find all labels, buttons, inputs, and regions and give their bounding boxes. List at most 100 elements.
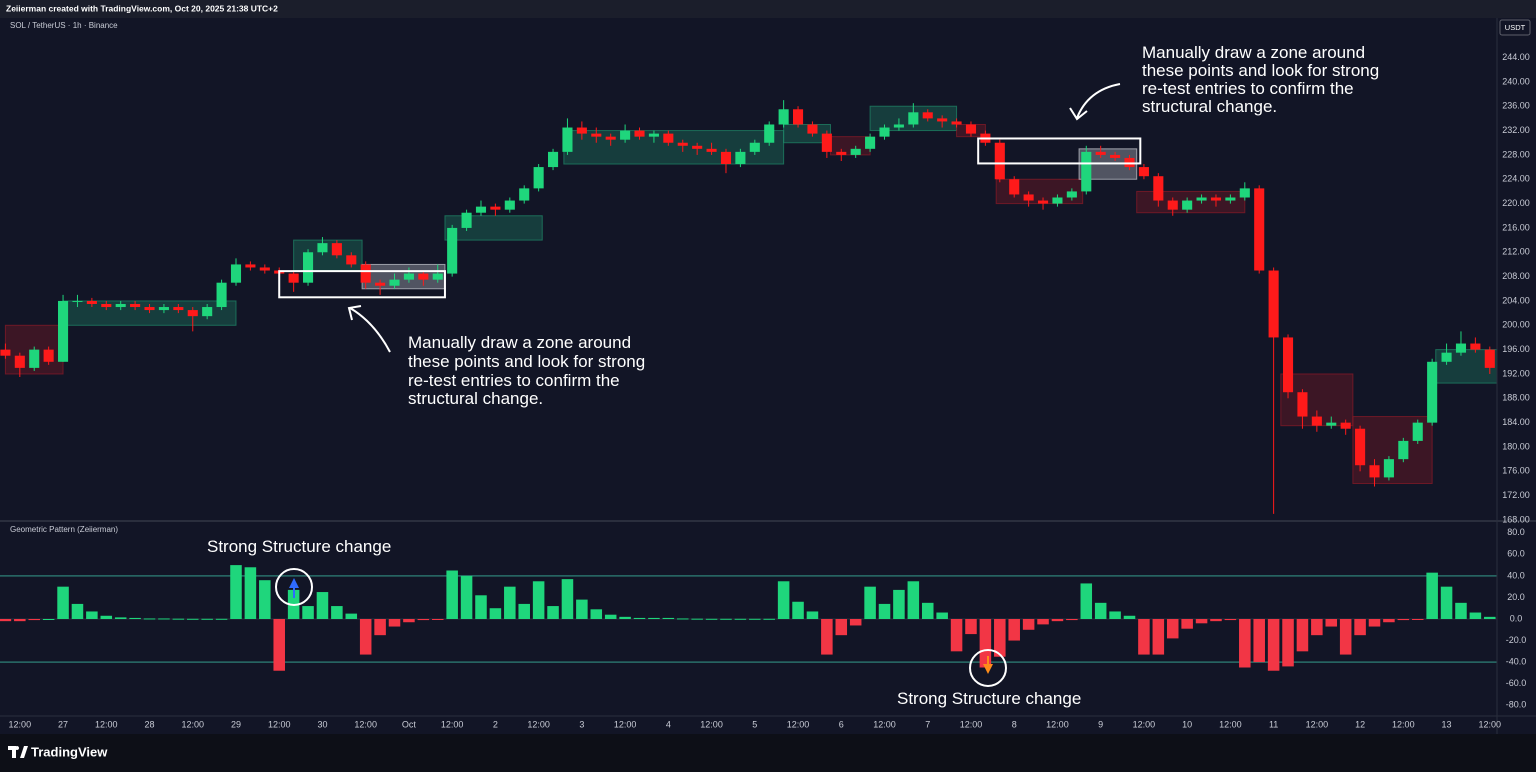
candle-body	[1153, 176, 1164, 201]
down-arrow	[983, 656, 993, 674]
x-tick-label: 12	[1355, 719, 1365, 729]
histogram-bar	[749, 618, 761, 620]
y-tick-label: 60.0	[1507, 549, 1525, 559]
x-tick-label: 3	[579, 719, 584, 729]
candle-body	[562, 127, 573, 152]
candle-body	[317, 243, 328, 253]
histogram-bar	[1383, 619, 1395, 623]
zone	[444, 215, 543, 241]
histogram-bar	[835, 619, 848, 636]
candle-body	[850, 148, 861, 155]
candle-body	[1441, 352, 1452, 362]
candle-body	[1412, 422, 1423, 441]
y-tick-label: -80.0	[1506, 700, 1527, 710]
histogram-bar	[1484, 616, 1496, 619]
candle-body	[547, 151, 559, 168]
histogram-bar	[460, 575, 473, 619]
candle-body	[475, 206, 487, 213]
histogram-bar	[431, 619, 444, 620]
histogram-bar	[979, 619, 992, 668]
candle-body	[331, 243, 342, 256]
histogram-bar	[1008, 619, 1020, 641]
annotation-line: Manually draw a zone around	[408, 333, 631, 352]
candle-body	[692, 145, 703, 149]
candle-body	[634, 130, 645, 137]
histogram-bar	[1166, 619, 1179, 639]
x-tick-label: 12:00	[95, 719, 118, 729]
up-arrow	[289, 578, 299, 598]
candle-body	[778, 109, 789, 125]
x-tick-label: 12:00	[1219, 719, 1242, 729]
y-tick-label: 236.00	[1502, 101, 1530, 111]
candle-body	[951, 121, 962, 125]
footer	[0, 734, 1536, 772]
histogram-bar	[532, 581, 545, 619]
histogram-bar	[864, 586, 876, 619]
histogram-bar	[1267, 619, 1280, 671]
histogram-bar	[316, 592, 329, 619]
y-tick-label: 20.0	[1507, 592, 1525, 602]
candle-body	[490, 206, 501, 210]
candle-body	[720, 151, 732, 165]
histogram-bar	[1282, 619, 1294, 667]
histogram-bar	[230, 565, 242, 619]
candle-body	[792, 109, 804, 125]
histogram-bar	[1051, 619, 1064, 622]
histogram-bar	[1311, 619, 1323, 636]
histogram-bar	[547, 606, 559, 619]
x-tick-label: 12:00	[700, 719, 723, 729]
annotation-line: re-test entries to confirm the	[1142, 79, 1354, 98]
candle-body	[749, 142, 760, 152]
candle-body	[1037, 200, 1049, 204]
histogram-bar	[590, 609, 603, 619]
histogram-bar	[1080, 583, 1093, 619]
candle-body	[1110, 154, 1121, 158]
x-tick-label: 12:00	[873, 719, 896, 729]
candle-body	[72, 300, 83, 302]
histogram-bar	[1109, 611, 1121, 619]
y-tick-label: 196.00	[1502, 344, 1530, 354]
candle-body	[101, 303, 112, 308]
histogram-bar	[893, 589, 905, 619]
y-tick-label: 200.00	[1502, 320, 1530, 330]
y-tick-label: 220.00	[1502, 198, 1530, 208]
histogram-bar	[114, 617, 127, 619]
y-tick-label: 240.00	[1502, 76, 1530, 86]
y-tick-label: 208.00	[1502, 271, 1530, 281]
histogram-bar	[273, 619, 285, 671]
candle-body	[1081, 151, 1092, 192]
y-tick-label: -60.0	[1506, 678, 1527, 688]
candle-body	[1455, 343, 1467, 353]
histogram-bar	[201, 618, 213, 620]
candle-body	[303, 252, 314, 283]
candle-body	[1326, 422, 1337, 426]
candle-body	[1355, 428, 1366, 466]
candle-body	[1138, 167, 1149, 177]
histogram-bar	[1426, 572, 1438, 619]
histogram-bar	[302, 606, 314, 619]
annotation-line: these points and look for strong	[1142, 61, 1379, 80]
candle-body	[1095, 151, 1106, 155]
histogram-bar	[561, 579, 574, 619]
histogram-bar	[1224, 619, 1237, 621]
histogram-bar	[359, 619, 372, 655]
y-tick-label: 184.00	[1502, 417, 1530, 427]
histogram-bar	[172, 618, 185, 620]
y-tick-label: 180.00	[1502, 441, 1530, 451]
candle-body	[937, 118, 948, 122]
histogram-bar	[878, 603, 891, 619]
logo-mark	[8, 746, 28, 758]
candle-body	[865, 136, 876, 149]
annotation: Strong Structure change	[897, 689, 1081, 708]
y-tick-label: 188.00	[1502, 393, 1530, 403]
candle-body	[43, 349, 54, 362]
histogram-bar	[1066, 619, 1078, 621]
candle-body	[821, 133, 832, 152]
histogram-bar	[158, 618, 170, 620]
candle-body	[1383, 459, 1394, 478]
candle-body	[202, 307, 213, 317]
candle-body	[1297, 392, 1308, 417]
histogram-bar	[504, 586, 516, 619]
histogram-bar	[129, 617, 141, 619]
